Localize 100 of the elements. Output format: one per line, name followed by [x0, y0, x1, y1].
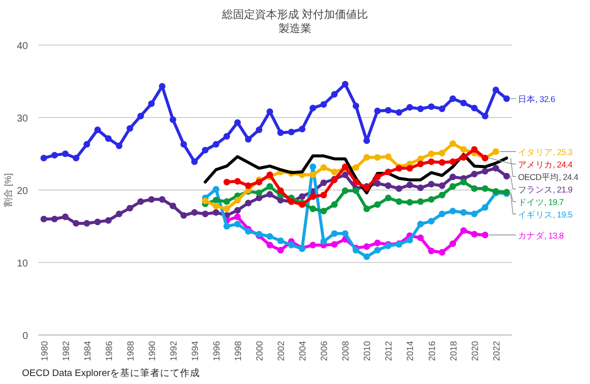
point	[492, 164, 500, 172]
point	[212, 209, 220, 216]
point	[503, 172, 510, 180]
point	[492, 148, 500, 155]
annotation: カナダ, 13.8	[518, 230, 564, 240]
point	[352, 102, 360, 110]
x-tick-label: 2000	[254, 341, 265, 362]
point	[234, 196, 241, 204]
point	[320, 179, 327, 186]
annotation: イギリス, 19.5	[518, 210, 573, 220]
x-tick-label: 1998	[233, 341, 244, 362]
point	[450, 183, 456, 190]
point	[84, 141, 90, 148]
point	[331, 201, 338, 208]
point	[310, 206, 316, 212]
point	[126, 204, 134, 212]
point	[342, 80, 348, 88]
point	[310, 171, 316, 178]
point	[460, 209, 467, 216]
point	[438, 150, 446, 156]
point	[352, 187, 360, 194]
point	[363, 206, 370, 212]
point	[406, 164, 414, 172]
point	[374, 154, 381, 161]
point	[320, 208, 327, 214]
point	[438, 210, 446, 218]
point	[223, 206, 230, 212]
point	[492, 86, 500, 94]
point	[298, 193, 306, 200]
point	[363, 243, 370, 250]
annotation: フランス, 21.9	[518, 184, 573, 195]
x-tick-label: 2012	[384, 341, 394, 362]
point	[384, 106, 392, 114]
point	[202, 146, 209, 154]
point	[417, 198, 424, 205]
y-tick-label: 0	[22, 331, 28, 342]
x-tick-label: 2010	[362, 341, 372, 362]
point	[352, 178, 360, 186]
point	[428, 196, 435, 203]
point	[72, 220, 80, 227]
point	[256, 126, 262, 134]
x-tick-label: 2002	[276, 341, 286, 362]
chart-subtitle: 製造業	[278, 22, 312, 35]
point	[417, 234, 424, 242]
point	[234, 207, 241, 214]
y-axis-title: 割合 [%]	[3, 173, 13, 207]
point	[277, 237, 284, 244]
text: OECD Data Explorerを基に筆者にて作成	[22, 367, 200, 379]
point	[148, 100, 155, 108]
x-tick-label: 1996	[212, 341, 222, 362]
point	[331, 230, 338, 237]
point	[363, 154, 370, 161]
point	[342, 230, 348, 237]
point	[202, 198, 209, 204]
point	[223, 222, 230, 230]
point	[331, 168, 338, 176]
x-tick-label: 1984	[82, 341, 92, 362]
annotation: 日本, 32.6	[518, 94, 556, 104]
point	[417, 184, 424, 192]
point	[158, 196, 166, 203]
point	[406, 236, 414, 244]
point	[51, 152, 58, 158]
point	[396, 198, 402, 205]
point	[288, 128, 295, 136]
point	[384, 182, 392, 189]
point	[428, 103, 435, 110]
point	[320, 101, 327, 108]
point	[212, 141, 220, 148]
point	[460, 227, 467, 234]
point	[460, 154, 467, 161]
point	[406, 182, 414, 188]
point	[277, 129, 284, 136]
point	[288, 242, 295, 248]
point	[137, 198, 144, 205]
point	[266, 183, 274, 190]
point	[342, 171, 348, 178]
point	[428, 248, 435, 254]
point	[417, 106, 424, 112]
point	[471, 170, 478, 178]
point	[234, 214, 241, 220]
point	[62, 214, 69, 220]
point	[460, 178, 467, 186]
point	[428, 180, 435, 188]
point	[212, 196, 220, 204]
point	[471, 146, 478, 153]
point	[116, 210, 122, 218]
point	[40, 154, 48, 162]
point	[62, 150, 69, 158]
point	[417, 220, 424, 228]
point	[396, 185, 402, 192]
point	[374, 174, 381, 180]
point	[94, 126, 101, 134]
point	[428, 158, 435, 166]
point	[310, 242, 316, 248]
point	[428, 218, 435, 224]
point	[471, 230, 478, 238]
point	[223, 178, 230, 186]
x-tick-label: 2006	[319, 341, 330, 362]
x-tick-label: 2022	[491, 341, 502, 362]
point	[94, 218, 101, 226]
